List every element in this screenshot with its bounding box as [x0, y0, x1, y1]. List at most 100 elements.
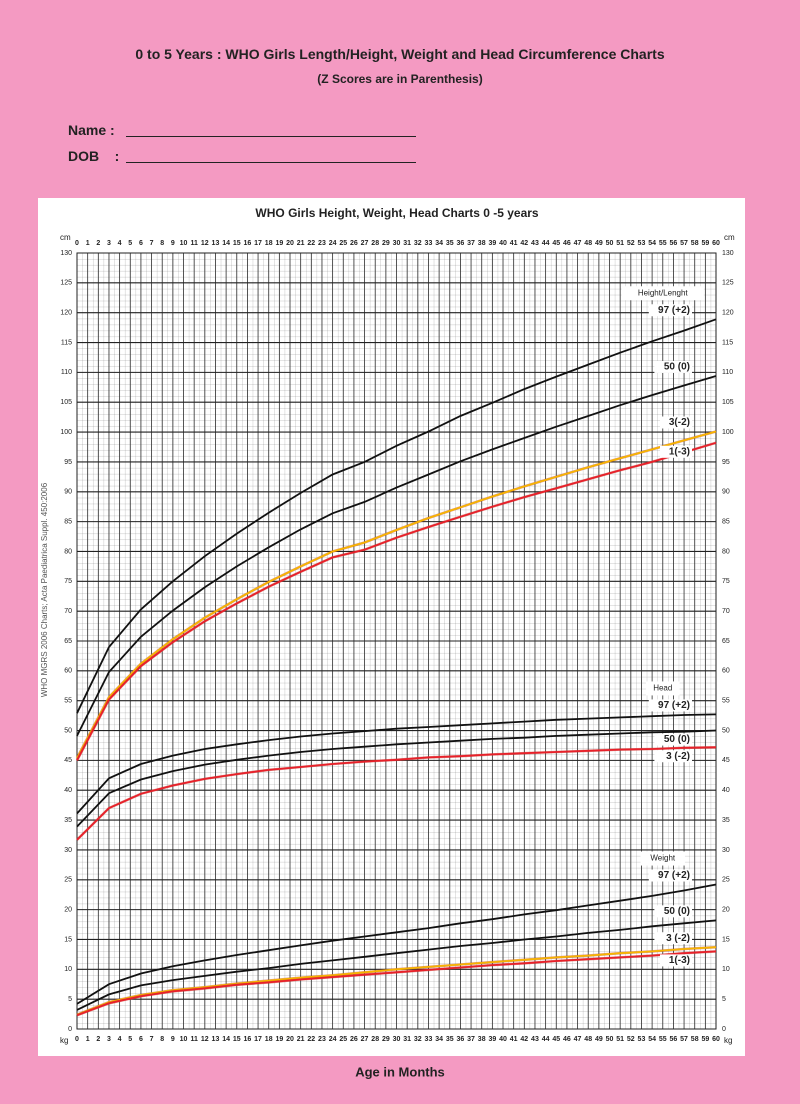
x-tick-label-bottom: 14: [222, 1036, 230, 1043]
y-tick-label-left: 130: [60, 250, 72, 257]
x-tick-label-top: 11: [190, 240, 198, 247]
x-tick-label-bottom: 18: [265, 1036, 273, 1043]
x-tick-label-top: 27: [361, 240, 369, 247]
x-tick-label-top: 52: [627, 240, 635, 247]
y-tick-label-right: 70: [722, 608, 730, 615]
x-tick-label-top: 16: [244, 240, 252, 247]
y-tick-label-left: 120: [60, 310, 72, 317]
y-tick-label-left: 95: [64, 459, 72, 466]
y-tick-label-right: 90: [722, 489, 730, 496]
x-tick-label-top: 32: [414, 240, 422, 247]
y-tick-label-right: 40: [722, 787, 730, 794]
name-line: [126, 120, 416, 137]
x-tick-label-top: 24: [329, 240, 337, 247]
x-tick-label-top: 9: [171, 240, 175, 247]
x-tick-label-top: 0: [75, 240, 79, 247]
x-tick-label-bottom: 34: [435, 1036, 443, 1043]
x-tick-label-bottom: 23: [318, 1036, 326, 1043]
x-tick-label-top: 6: [139, 240, 143, 247]
x-tick-label-top: 40: [499, 240, 507, 247]
x-tick-label-top: 13: [212, 240, 220, 247]
x-tick-label-top: 41: [510, 240, 518, 247]
x-tick-label-bottom: 41: [510, 1036, 518, 1043]
x-tick-label-top: 45: [552, 240, 560, 247]
x-tick-label-top: 59: [701, 240, 709, 247]
x-tick-label-bottom: 42: [520, 1036, 528, 1043]
x-tick-label-bottom: 35: [446, 1036, 454, 1043]
series-line: [76, 729, 717, 828]
series-line: [76, 883, 717, 1005]
x-tick-label-bottom: 12: [201, 1036, 209, 1043]
x-tick-label-top: 7: [150, 240, 154, 247]
x-tick-label-top: 20: [286, 240, 294, 247]
y-tick-label-right: 110: [722, 369, 733, 376]
y-tick-label-right: 35: [722, 817, 730, 824]
x-tick-label-top: 34: [435, 240, 443, 247]
x-tick-label-top: 54: [648, 240, 656, 247]
y-tick-label-left: 20: [64, 906, 72, 913]
y-tick-label-left: 75: [64, 578, 72, 585]
x-tick-label-bottom: 17: [254, 1036, 262, 1043]
series-line: [76, 746, 717, 841]
x-tick-label-bottom: 0: [75, 1036, 79, 1043]
y-tick-label-right: 10: [722, 966, 730, 973]
y-tick-label-left: 65: [64, 638, 72, 645]
x-tick-label-bottom: 36: [457, 1036, 465, 1043]
y-tick-label-left: 70: [64, 608, 72, 615]
series-label: 1(-3): [669, 446, 690, 457]
series-label: 97 (+2): [658, 700, 690, 711]
series-label-bg: [654, 750, 692, 763]
series-line: [76, 430, 717, 759]
x-tick-label-bottom: 5: [128, 1036, 132, 1043]
y-tick-label-left: 45: [64, 757, 72, 764]
y-tick-label-right: 50: [722, 727, 730, 734]
x-tick-label-top: 37: [467, 240, 475, 247]
series-label: 50 (0): [664, 906, 690, 917]
x-axis-label: Age in Months: [355, 1064, 445, 1079]
x-tick-label-bottom: 47: [574, 1036, 582, 1043]
group-label-bg: [645, 681, 680, 696]
page-subtitle: (Z Scores are in Parenthesis): [317, 72, 483, 86]
group-label: Height/Lenght: [638, 288, 689, 297]
x-tick-label-top: 15: [233, 240, 241, 247]
x-tick-label-top: 21: [297, 240, 305, 247]
x-tick-label-bottom: 54: [648, 1036, 656, 1043]
x-tick-label-bottom: 10: [180, 1036, 188, 1043]
x-tick-label-bottom: 33: [425, 1036, 433, 1043]
x-tick-label-bottom: 43: [531, 1036, 539, 1043]
y-tick-label-left: 15: [64, 936, 72, 943]
series-label: 97 (+2): [658, 305, 690, 316]
x-tick-label-top: 42: [520, 240, 528, 247]
series-line: [76, 919, 717, 1011]
y-tick-label-right: 115: [722, 339, 733, 346]
x-tick-label-bottom: 8: [160, 1036, 164, 1043]
x-tick-label-top: 2: [96, 240, 100, 247]
y-tick-label-right: 80: [722, 548, 730, 555]
x-tick-label-bottom: 39: [488, 1036, 496, 1043]
x-tick-label-top: 28: [371, 240, 379, 247]
y-tick-label-left: 35: [64, 817, 72, 824]
x-tick-label-top: 43: [531, 240, 539, 247]
x-tick-label-top: 58: [691, 240, 699, 247]
series-line: [76, 441, 717, 761]
x-tick-label-top: 25: [339, 240, 347, 247]
x-tick-label-top: 3: [107, 240, 111, 247]
x-tick-label-top: 23: [318, 240, 326, 247]
x-tick-label-top: 47: [574, 240, 582, 247]
y-tick-label-left: 60: [64, 668, 72, 675]
series-label: 97 (+2): [658, 870, 690, 881]
series-label-bg: [660, 416, 692, 429]
page-title: 0 to 5 Years : WHO Girls Length/Height, …: [135, 46, 665, 62]
chart-title: WHO Girls Height, Weight, Head Charts 0 …: [255, 206, 539, 220]
x-tick-label-top: 49: [595, 240, 603, 247]
group-label-bg: [640, 851, 685, 866]
series-label-bg: [660, 445, 692, 458]
x-tick-label-bottom: 60: [712, 1036, 720, 1043]
x-tick-label-top: 60: [712, 240, 720, 247]
x-tick-label-top: 1: [86, 240, 90, 247]
y-tick-label-left: 55: [64, 698, 72, 705]
x-tick-label-bottom: 9: [171, 1036, 175, 1043]
y-tick-label-left: 0: [68, 1026, 72, 1033]
series-label: 50 (0): [664, 734, 690, 745]
